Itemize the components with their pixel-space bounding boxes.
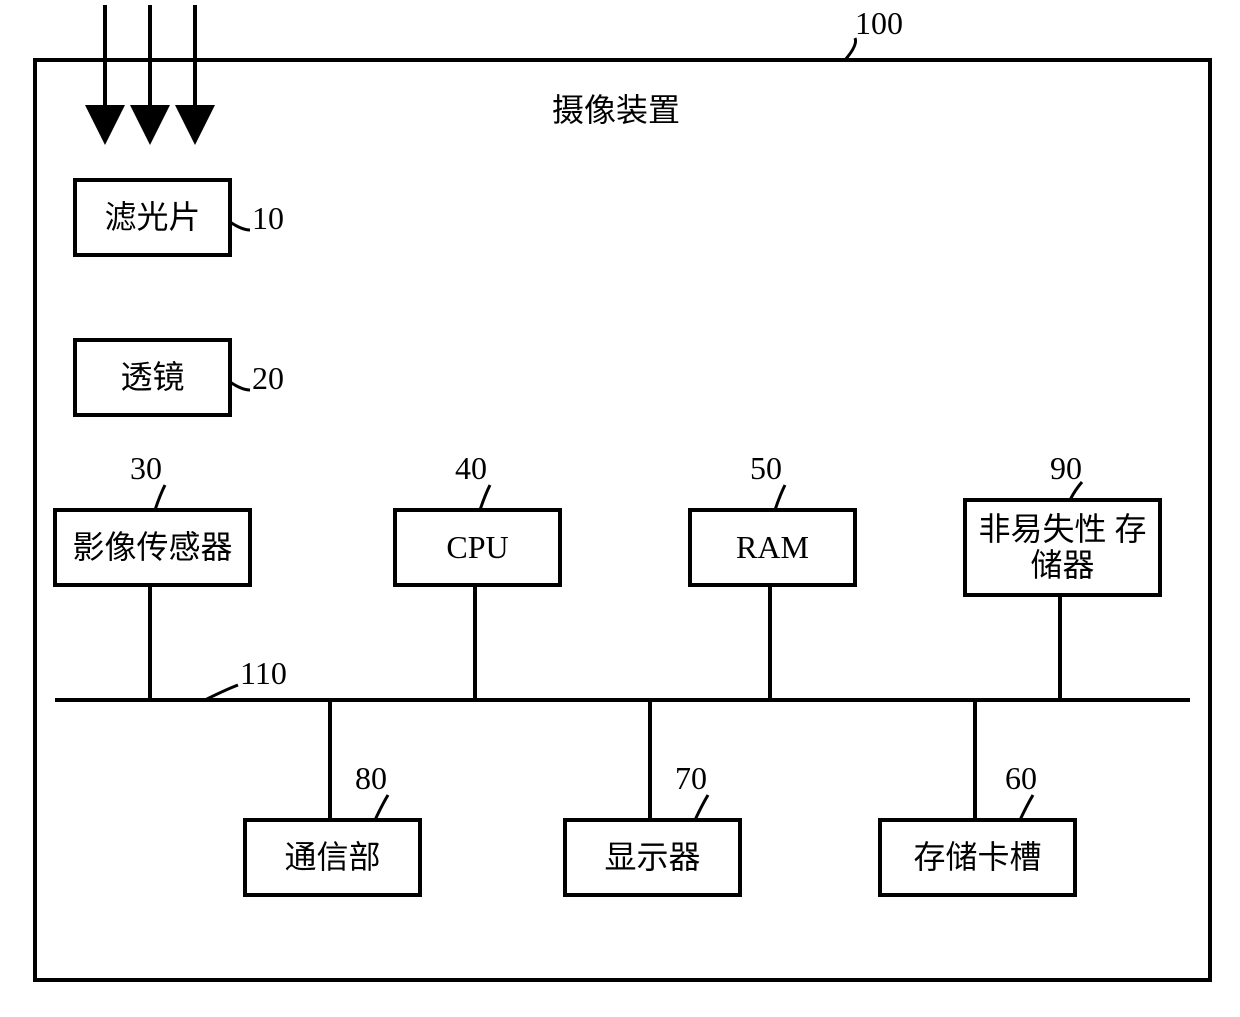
sensor-ref: 30 (130, 450, 162, 487)
display-label: 显示器 (565, 820, 740, 895)
cardslot-ref: 60 (1005, 760, 1037, 797)
display-ref: 70 (675, 760, 707, 797)
cpu-ref: 40 (455, 450, 487, 487)
comm-ref: 80 (355, 760, 387, 797)
diagram-stage: 摄像装置 100 110 滤光片 10 透镜 20 影像传感器 30 CPU 40 RAM 50 非易失性… (0, 0, 1240, 1017)
nvmem-label: 非易失性 存储器 (965, 500, 1160, 595)
cardslot-ref-leader (1020, 795, 1033, 820)
bus-ref-leader (205, 685, 238, 700)
nvmem-ref: 90 (1050, 450, 1082, 487)
outer-ref-leader (845, 38, 856, 60)
filter-label: 滤光片 (75, 180, 230, 255)
lens-label: 透镜 (75, 340, 230, 415)
sensor-label: 影像传感器 (55, 510, 250, 585)
filter-ref: 10 (252, 200, 284, 237)
cardslot-label: 存储卡槽 (880, 820, 1075, 895)
filter-ref-leader (230, 222, 250, 230)
lens-ref-leader (230, 382, 250, 390)
outer-ref: 100 (855, 5, 903, 42)
lens-ref: 20 (252, 360, 284, 397)
cpu-label: CPU (395, 510, 560, 585)
ram-ref: 50 (750, 450, 782, 487)
comm-ref-leader (375, 795, 388, 820)
ram-ref-leader (775, 485, 785, 510)
device-title: 摄像装置 (552, 85, 680, 131)
comm-label: 通信部 (245, 820, 420, 895)
cpu-ref-leader (480, 485, 490, 510)
ram-label: RAM (690, 510, 855, 585)
display-ref-leader (695, 795, 708, 820)
sensor-ref-leader (155, 485, 165, 510)
bus-ref: 110 (240, 655, 287, 692)
